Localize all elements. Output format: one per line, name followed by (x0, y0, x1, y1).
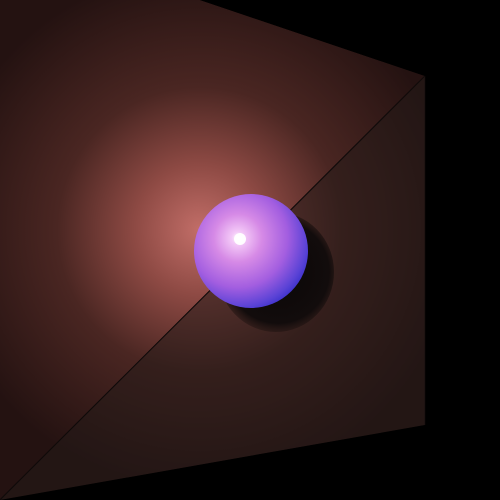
outside-void (425, 76, 500, 500)
sphere-icon (194, 194, 308, 308)
light-glow-icon (234, 233, 246, 245)
outside-void-top (200, 0, 500, 76)
